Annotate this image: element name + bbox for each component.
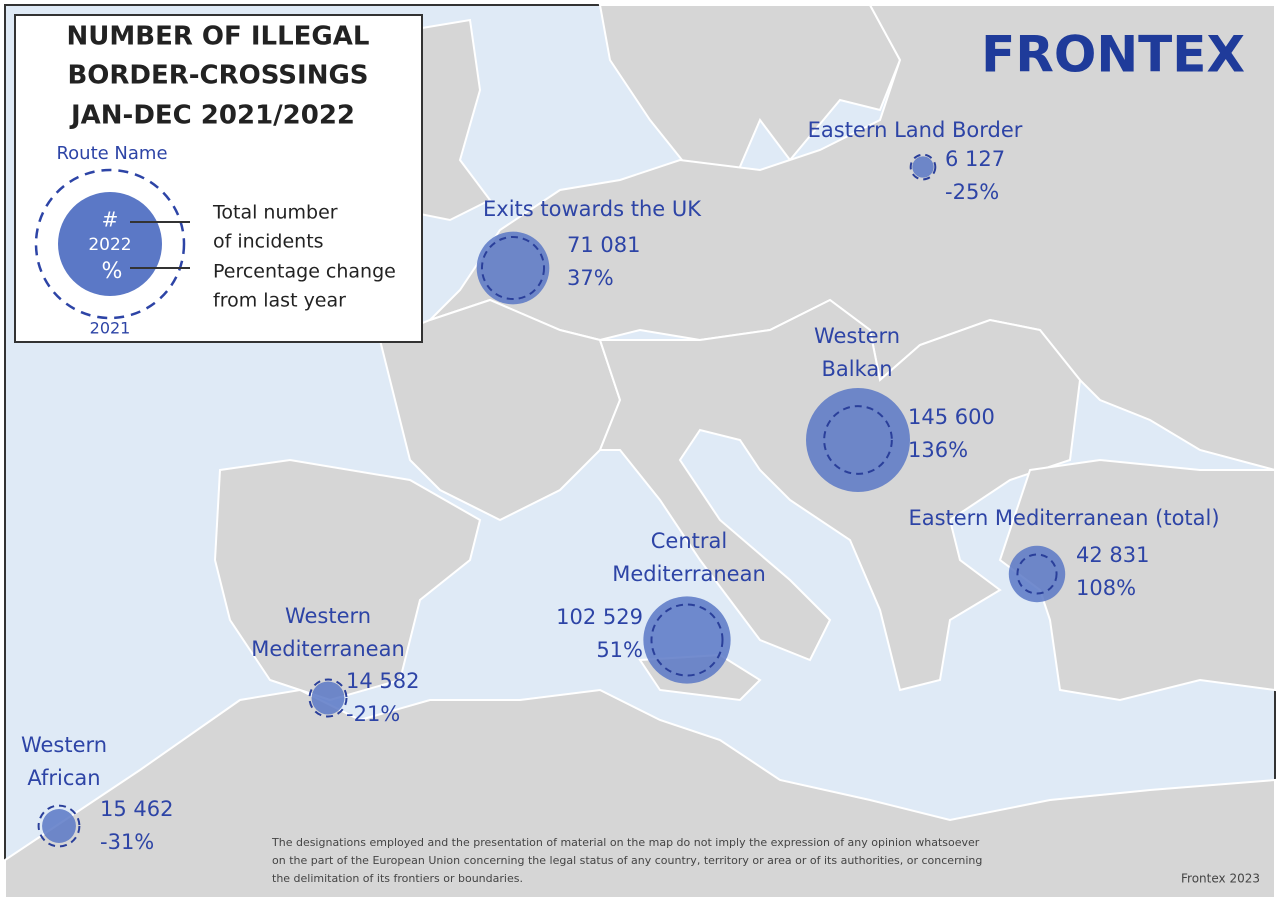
route-name: Exits towards the UK <box>483 197 702 221</box>
route-name: Central <box>651 529 727 553</box>
route-change: -25% <box>945 180 999 204</box>
legend-count-symbol: # <box>102 208 119 232</box>
disclaimer: the delimitation of its frontiers or bou… <box>272 872 523 885</box>
logo: FRONTEX <box>981 26 1245 84</box>
route-bubble-previous <box>308 678 348 718</box>
title: BORDER-CROSSINGS <box>67 61 368 91</box>
title: JAN-DEC 2021/2022 <box>69 101 355 131</box>
route-bubble-previous <box>37 804 81 848</box>
title: NUMBER OF ILLEGAL <box>67 22 370 52</box>
route-bubble <box>806 388 910 492</box>
route-name: Western <box>285 604 371 628</box>
legend-desc: Percentage change <box>213 261 396 283</box>
route-count: 145 600 <box>908 405 995 429</box>
route-bubble-previous <box>650 603 724 677</box>
route-count: 42 831 <box>1076 543 1149 567</box>
route-name: Mediterranean <box>251 637 405 661</box>
route-name: Western <box>814 324 900 348</box>
route-name: Eastern Land Border <box>808 118 1023 142</box>
route-bubble <box>42 809 76 843</box>
legend-change-symbol: % <box>102 259 123 284</box>
route-count: 102 529 <box>556 605 643 629</box>
land <box>4 4 1276 899</box>
route-change: 51% <box>596 638 643 662</box>
legend-desc: from last year <box>213 290 346 312</box>
route-change: -21% <box>346 702 400 726</box>
route-change: 108% <box>1076 576 1136 600</box>
route-bubble <box>912 156 934 178</box>
route-bubble-previous <box>1016 553 1058 595</box>
route-bubble-previous <box>823 405 893 475</box>
route-change: -31% <box>100 830 154 854</box>
route-change: 37% <box>567 266 614 290</box>
route-name: Western <box>21 733 107 757</box>
route-count: 14 582 <box>346 669 419 693</box>
legend-desc: Total number <box>212 202 338 224</box>
disclaimer: The designations employed and the presen… <box>271 836 980 849</box>
legend-year: 2022 <box>88 235 131 255</box>
route-name: Mediterranean <box>612 562 766 586</box>
disclaimer: on the part of the European Union concer… <box>272 854 982 867</box>
route-count: 15 462 <box>100 797 173 821</box>
route-bubble <box>476 231 550 305</box>
legend-year: 2021 <box>90 319 131 338</box>
route-bubble <box>311 681 345 715</box>
credit: Frontex 2023 <box>1181 872 1260 886</box>
route-count: 71 081 <box>567 233 640 257</box>
route-name: Eastern Mediterranean (total) <box>908 506 1219 530</box>
route-name: African <box>27 766 100 790</box>
legend-box: NUMBER OF ILLEGAL BORDER-CROSSINGS JAN-D… <box>14 14 423 343</box>
route-bubble-previous <box>909 153 937 181</box>
legend-desc: of incidents <box>213 231 324 253</box>
legend-route-name: Route Name <box>56 143 167 164</box>
route-count: 6 127 <box>945 147 1005 171</box>
route-change: 136% <box>908 438 968 462</box>
route-name: Balkan <box>821 357 892 381</box>
route-bubble <box>643 596 731 684</box>
route-bubble-previous <box>480 235 546 301</box>
